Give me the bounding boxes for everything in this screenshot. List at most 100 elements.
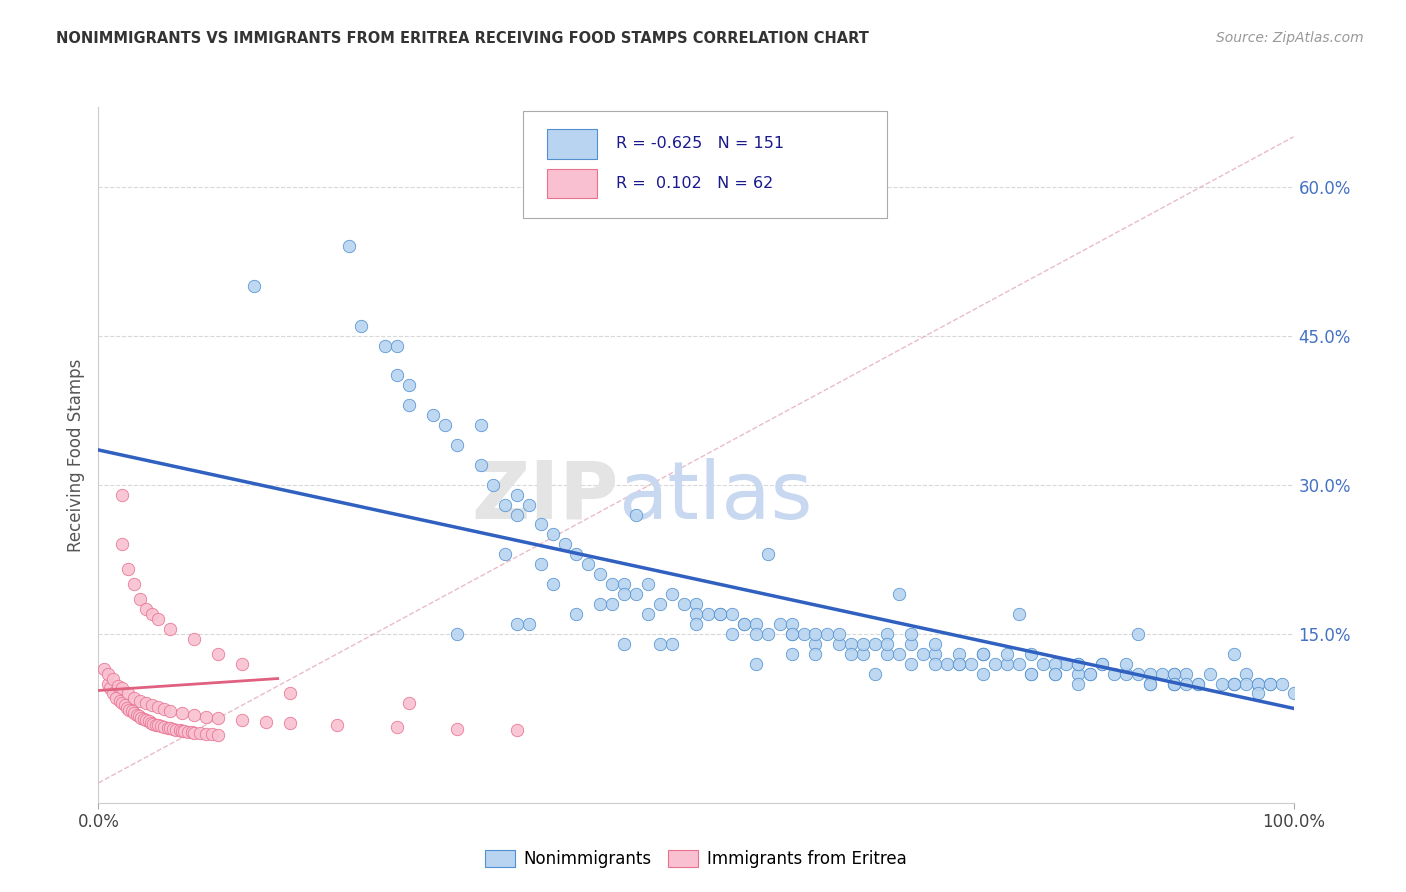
Point xyxy=(506,723,529,738)
Point xyxy=(1163,676,1185,690)
Point xyxy=(111,537,134,551)
Point xyxy=(900,637,922,651)
Point xyxy=(685,607,707,621)
Point xyxy=(1067,657,1090,671)
Point xyxy=(815,627,838,641)
Point xyxy=(156,721,179,735)
Point xyxy=(613,637,636,651)
Point xyxy=(756,627,779,641)
Point xyxy=(481,477,505,491)
Point xyxy=(828,627,851,641)
Point xyxy=(131,711,153,725)
Point xyxy=(1246,676,1268,690)
Point xyxy=(876,627,898,641)
Point xyxy=(852,637,875,651)
Point xyxy=(576,558,599,572)
Point xyxy=(207,728,229,742)
Point xyxy=(841,647,863,661)
Point xyxy=(506,508,529,522)
Point xyxy=(889,587,911,601)
Point xyxy=(685,597,707,611)
Point xyxy=(721,627,744,641)
Point xyxy=(1187,676,1209,690)
Point xyxy=(162,723,184,737)
Point xyxy=(661,637,683,651)
Point xyxy=(648,597,672,611)
Point xyxy=(111,681,134,696)
Point xyxy=(768,616,790,631)
Point xyxy=(177,725,200,739)
Point xyxy=(626,508,648,522)
Point xyxy=(613,577,636,591)
Point xyxy=(139,716,162,731)
Point xyxy=(93,662,115,676)
Point xyxy=(1258,676,1281,690)
Point xyxy=(385,368,409,383)
Point xyxy=(1175,666,1198,681)
Point xyxy=(145,718,167,732)
Point xyxy=(398,697,420,711)
Point xyxy=(374,338,396,352)
Point xyxy=(1163,666,1185,681)
Point xyxy=(972,647,994,661)
Point xyxy=(995,657,1018,671)
Point xyxy=(494,498,516,512)
Point xyxy=(121,704,143,718)
Legend: Nonimmigrants, Immigrants from Eritrea: Nonimmigrants, Immigrants from Eritrea xyxy=(478,843,914,874)
Point xyxy=(201,727,224,741)
Point xyxy=(125,708,148,723)
Point xyxy=(780,616,803,631)
Point xyxy=(889,647,911,661)
Point xyxy=(1163,666,1185,681)
Point xyxy=(1282,686,1305,700)
Point xyxy=(1150,666,1173,681)
Point xyxy=(517,616,540,631)
Point xyxy=(900,657,922,671)
Point xyxy=(936,657,959,671)
Point xyxy=(1019,666,1042,681)
Point xyxy=(207,711,229,725)
Point xyxy=(541,577,564,591)
Point xyxy=(745,627,768,641)
Point xyxy=(506,488,529,502)
Point xyxy=(863,666,887,681)
FancyBboxPatch shape xyxy=(547,169,596,198)
Point xyxy=(924,637,946,651)
Point xyxy=(101,686,124,700)
Point xyxy=(517,498,540,512)
Point xyxy=(1054,657,1078,671)
Point xyxy=(1222,647,1246,661)
Point xyxy=(433,418,456,433)
Point xyxy=(494,547,516,561)
Point xyxy=(132,712,155,726)
Point xyxy=(159,622,181,636)
Point xyxy=(398,378,420,392)
Point xyxy=(554,537,576,551)
Point xyxy=(97,666,120,681)
Point xyxy=(114,698,136,713)
Point xyxy=(828,637,851,651)
Point xyxy=(1102,666,1125,681)
Point xyxy=(159,704,181,718)
Point xyxy=(101,672,124,686)
FancyBboxPatch shape xyxy=(547,129,596,159)
Point xyxy=(780,627,803,641)
Text: Source: ZipAtlas.com: Source: ZipAtlas.com xyxy=(1216,31,1364,45)
Point xyxy=(1222,676,1246,690)
Point xyxy=(1211,676,1233,690)
Point xyxy=(153,702,176,716)
Point xyxy=(339,239,360,253)
Point xyxy=(422,408,444,422)
Point xyxy=(1258,676,1281,690)
Point xyxy=(470,418,492,433)
Point xyxy=(141,607,163,621)
Point xyxy=(148,700,170,714)
Point xyxy=(972,666,994,681)
Point xyxy=(1234,666,1257,681)
Point xyxy=(948,657,970,671)
Point xyxy=(129,592,152,607)
Point xyxy=(685,616,707,631)
Point xyxy=(1043,666,1066,681)
Point xyxy=(661,587,683,601)
Point xyxy=(243,279,266,293)
